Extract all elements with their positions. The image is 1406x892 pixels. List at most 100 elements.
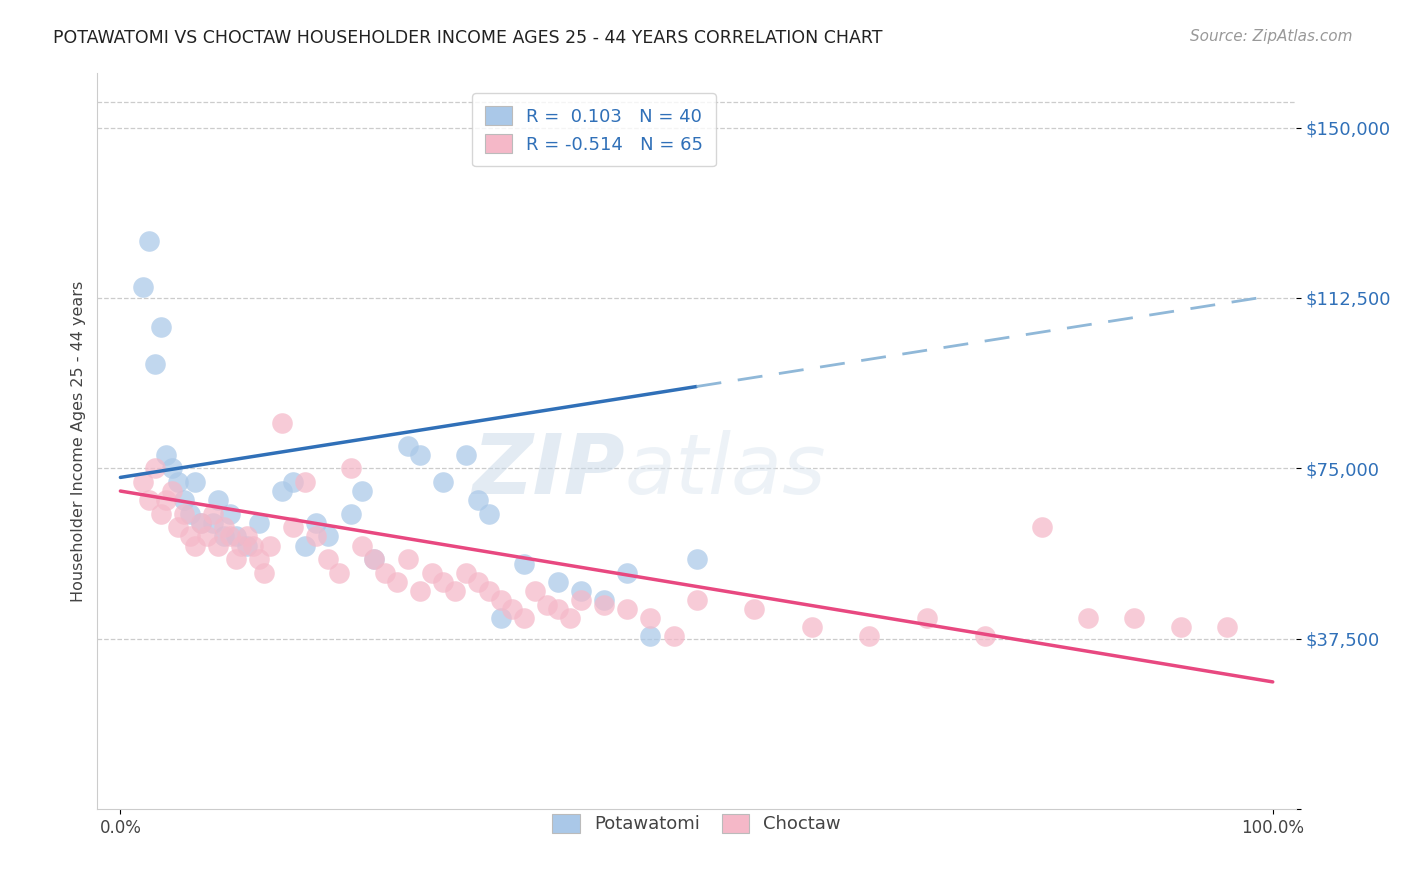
- Point: [236, 529, 259, 543]
- Point: [558, 611, 581, 625]
- Point: [155, 493, 177, 508]
- Point: [409, 584, 432, 599]
- Point: [420, 566, 443, 580]
- Point: [259, 539, 281, 553]
- Point: [352, 483, 374, 498]
- Point: [501, 602, 523, 616]
- Point: [616, 566, 638, 580]
- Point: [489, 611, 512, 625]
- Point: [432, 574, 454, 589]
- Point: [316, 529, 339, 543]
- Point: [242, 539, 264, 553]
- Point: [305, 529, 328, 543]
- Point: [212, 520, 235, 534]
- Point: [478, 584, 501, 599]
- Point: [195, 529, 218, 543]
- Point: [149, 320, 172, 334]
- Point: [138, 234, 160, 248]
- Point: [1077, 611, 1099, 625]
- Point: [1123, 611, 1146, 625]
- Text: POTAWATOMI VS CHOCTAW HOUSEHOLDER INCOME AGES 25 - 44 YEARS CORRELATION CHART: POTAWATOMI VS CHOCTAW HOUSEHOLDER INCOME…: [53, 29, 883, 46]
- Point: [294, 539, 316, 553]
- Point: [294, 475, 316, 489]
- Point: [167, 520, 190, 534]
- Point: [253, 566, 276, 580]
- Point: [640, 630, 662, 644]
- Point: [547, 574, 569, 589]
- Point: [456, 566, 478, 580]
- Point: [800, 620, 823, 634]
- Point: [247, 552, 270, 566]
- Point: [173, 493, 195, 508]
- Point: [179, 507, 201, 521]
- Point: [973, 630, 995, 644]
- Point: [409, 448, 432, 462]
- Point: [247, 516, 270, 530]
- Point: [207, 493, 229, 508]
- Point: [149, 507, 172, 521]
- Point: [340, 507, 363, 521]
- Point: [467, 574, 489, 589]
- Point: [207, 539, 229, 553]
- Point: [231, 539, 253, 553]
- Point: [184, 539, 207, 553]
- Point: [352, 539, 374, 553]
- Point: [662, 630, 685, 644]
- Point: [456, 448, 478, 462]
- Point: [915, 611, 938, 625]
- Point: [1031, 520, 1053, 534]
- Point: [512, 557, 534, 571]
- Point: [283, 520, 305, 534]
- Point: [616, 602, 638, 616]
- Point: [212, 529, 235, 543]
- Point: [1170, 620, 1192, 634]
- Point: [132, 475, 155, 489]
- Point: [524, 584, 547, 599]
- Text: ZIP: ZIP: [472, 430, 624, 511]
- Point: [270, 483, 292, 498]
- Point: [685, 593, 707, 607]
- Point: [398, 439, 420, 453]
- Point: [236, 539, 259, 553]
- Point: [385, 574, 408, 589]
- Point: [374, 566, 396, 580]
- Point: [363, 552, 385, 566]
- Point: [184, 475, 207, 489]
- Point: [489, 593, 512, 607]
- Point: [155, 448, 177, 462]
- Point: [316, 552, 339, 566]
- Point: [1215, 620, 1237, 634]
- Point: [640, 611, 662, 625]
- Point: [593, 593, 616, 607]
- Point: [190, 516, 212, 530]
- Point: [536, 598, 558, 612]
- Point: [167, 475, 190, 489]
- Point: [190, 516, 212, 530]
- Point: [143, 357, 166, 371]
- Point: [143, 461, 166, 475]
- Point: [569, 584, 592, 599]
- Point: [225, 529, 247, 543]
- Point: [179, 529, 201, 543]
- Point: [858, 630, 880, 644]
- Point: [478, 507, 501, 521]
- Point: [283, 475, 305, 489]
- Legend: Potawatomi, Choctaw: Potawatomi, Choctaw: [541, 803, 852, 845]
- Point: [328, 566, 350, 580]
- Point: [201, 507, 224, 521]
- Point: [467, 493, 489, 508]
- Point: [512, 611, 534, 625]
- Point: [569, 593, 592, 607]
- Point: [162, 483, 184, 498]
- Point: [443, 584, 465, 599]
- Point: [305, 516, 328, 530]
- Y-axis label: Householder Income Ages 25 - 44 years: Householder Income Ages 25 - 44 years: [72, 280, 86, 602]
- Point: [547, 602, 569, 616]
- Point: [398, 552, 420, 566]
- Text: Source: ZipAtlas.com: Source: ZipAtlas.com: [1189, 29, 1353, 44]
- Point: [218, 507, 240, 521]
- Point: [270, 416, 292, 430]
- Point: [432, 475, 454, 489]
- Point: [742, 602, 765, 616]
- Point: [685, 552, 707, 566]
